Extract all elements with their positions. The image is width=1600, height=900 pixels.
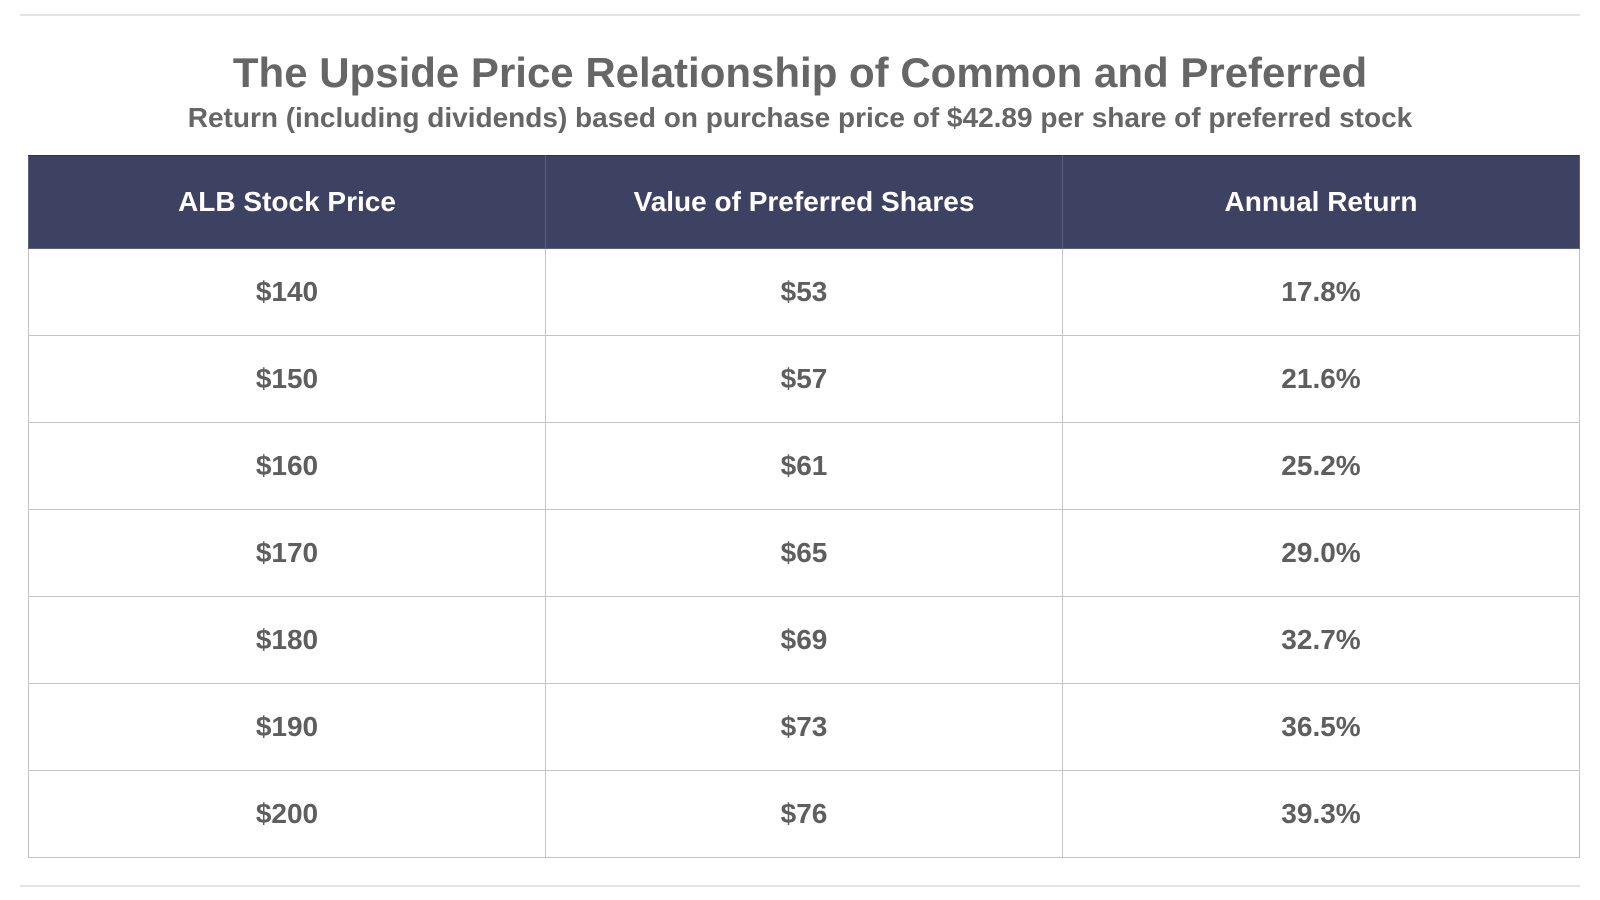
header-value-of-preferred-shares: Value of Preferred Shares	[545, 155, 1063, 249]
cell-annual-return: 29.0%	[1062, 509, 1580, 597]
returns-table: ALB Stock Price Value of Preferred Share…	[28, 155, 1580, 858]
cell-alb-stock-price: $150	[28, 335, 546, 423]
cell-annual-return: 17.8%	[1062, 248, 1580, 336]
cell-alb-stock-price: $200	[28, 770, 546, 858]
table-row: $170 $65 29.0%	[28, 509, 1580, 597]
cell-annual-return: 39.3%	[1062, 770, 1580, 858]
cell-preferred-value: $57	[545, 335, 1063, 423]
table-row: $150 $57 21.6%	[28, 335, 1580, 423]
table-header-row: ALB Stock Price Value of Preferred Share…	[28, 155, 1580, 249]
cell-alb-stock-price: $170	[28, 509, 546, 597]
cell-alb-stock-price: $190	[28, 683, 546, 771]
cell-preferred-value: $61	[545, 422, 1063, 510]
cell-alb-stock-price: $160	[28, 422, 546, 510]
top-divider	[20, 14, 1580, 16]
cell-preferred-value: $69	[545, 596, 1063, 684]
table-row: $160 $61 25.2%	[28, 422, 1580, 510]
table-row: $140 $53 17.8%	[28, 248, 1580, 336]
table-row: $190 $73 36.5%	[28, 683, 1580, 771]
cell-annual-return: 25.2%	[1062, 422, 1580, 510]
bottom-divider	[20, 885, 1580, 887]
cell-preferred-value: $76	[545, 770, 1063, 858]
page-subtitle: Return (including dividends) based on pu…	[187, 102, 1413, 133]
cell-annual-return: 32.7%	[1062, 596, 1580, 684]
cell-alb-stock-price: $180	[28, 596, 546, 684]
cell-annual-return: 36.5%	[1062, 683, 1580, 771]
cell-annual-return: 21.6%	[1062, 335, 1580, 423]
page-title: The Upside Price Relationship of Common …	[232, 49, 1368, 96]
header-annual-return: Annual Return	[1062, 155, 1580, 249]
table-row: $180 $69 32.7%	[28, 596, 1580, 684]
cell-preferred-value: $73	[545, 683, 1063, 771]
cell-preferred-value: $65	[545, 509, 1063, 597]
header-alb-stock-price: ALB Stock Price	[28, 155, 546, 249]
cell-preferred-value: $53	[545, 248, 1063, 336]
cell-alb-stock-price: $140	[28, 248, 546, 336]
table-row: $200 $76 39.3%	[28, 770, 1580, 858]
